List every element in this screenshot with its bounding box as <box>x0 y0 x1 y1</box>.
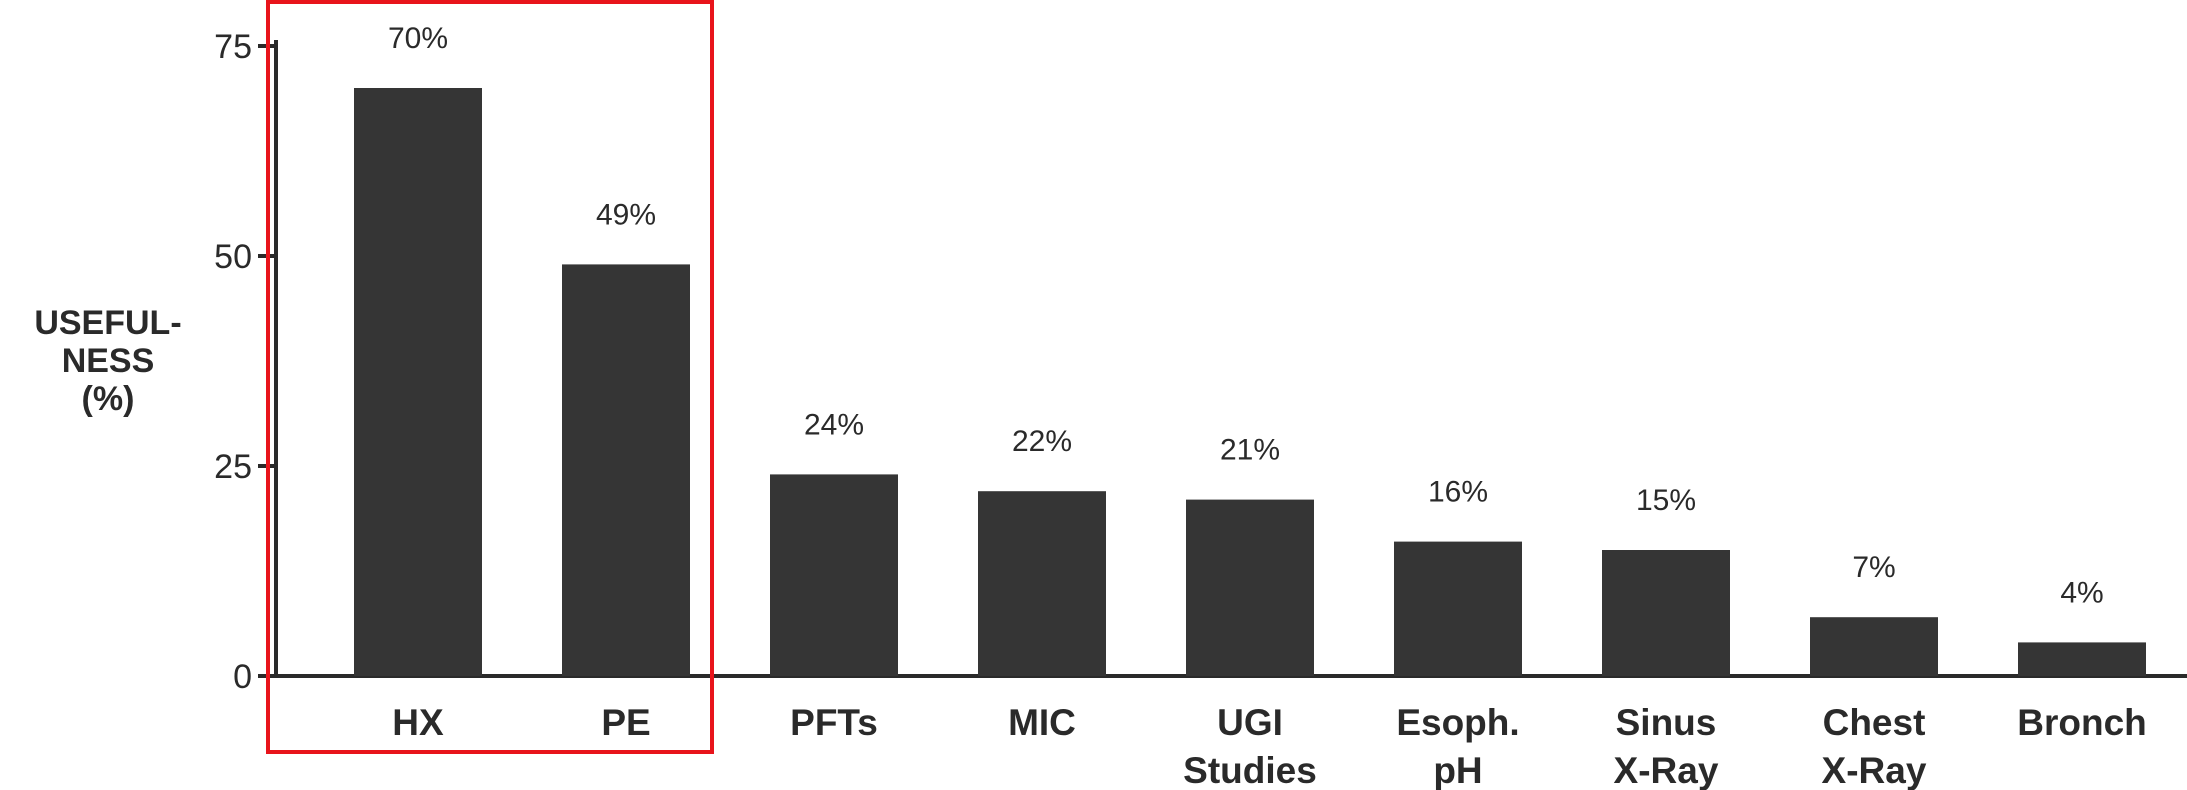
bar <box>1602 550 1730 676</box>
bar <box>562 264 690 676</box>
value-labels: 70% 49% 24% 22% 21% 16% 15% 7% 4% <box>388 22 2104 609</box>
data-label: 70% <box>388 22 448 55</box>
category-label: Bronch <box>2017 702 2147 743</box>
data-label: 24% <box>804 408 864 441</box>
y-axis-label-line: (%) <box>82 380 135 418</box>
y-axis-ticks: 0 25 50 75 <box>214 28 276 696</box>
y-tick-label: 0 <box>233 658 252 696</box>
category-labels: HX PE PFTs MIC UGI Studies Esoph. pH Sinus X-Ray C… <box>392 702 2146 790</box>
category-label: PFTs <box>790 702 878 743</box>
data-label: 49% <box>596 198 656 231</box>
data-label: 16% <box>1428 476 1488 509</box>
data-label: 21% <box>1220 434 1280 467</box>
y-tick-label: 25 <box>214 448 252 486</box>
bar <box>354 88 482 676</box>
category-label: Esoph. <box>1396 702 1519 743</box>
highlight-box <box>266 0 714 754</box>
category-label: Studies <box>1183 750 1317 790</box>
category-label: pH <box>1433 750 1482 790</box>
y-tick-label: 75 <box>214 28 252 66</box>
category-label: UGI <box>1217 702 1283 743</box>
category-label: X-Ray <box>1822 750 1927 790</box>
category-label: HX <box>392 702 444 743</box>
data-label: 22% <box>1012 425 1072 458</box>
bars <box>354 88 2146 676</box>
category-label: MIC <box>1008 702 1076 743</box>
highlight-rectangle <box>266 0 714 754</box>
y-axis-label-line: USEFUL- <box>34 304 181 342</box>
data-label: 7% <box>1852 551 1895 584</box>
data-label: 15% <box>1636 484 1696 517</box>
data-label: 4% <box>2060 576 2103 609</box>
bar <box>1394 541 1522 676</box>
bar <box>2018 642 2146 676</box>
category-label: PE <box>601 702 650 743</box>
category-label: X-Ray <box>1614 750 1719 790</box>
bar <box>1186 499 1314 676</box>
bar <box>1810 617 1938 676</box>
bar <box>978 491 1106 676</box>
y-axis-label: USEFUL-NESS(%) <box>34 304 181 418</box>
category-label: Sinus <box>1616 702 1717 743</box>
y-axis-label-line: NESS <box>62 342 155 380</box>
category-label: Chest <box>1823 702 1926 743</box>
bar <box>770 474 898 676</box>
y-tick-label: 50 <box>214 238 252 276</box>
